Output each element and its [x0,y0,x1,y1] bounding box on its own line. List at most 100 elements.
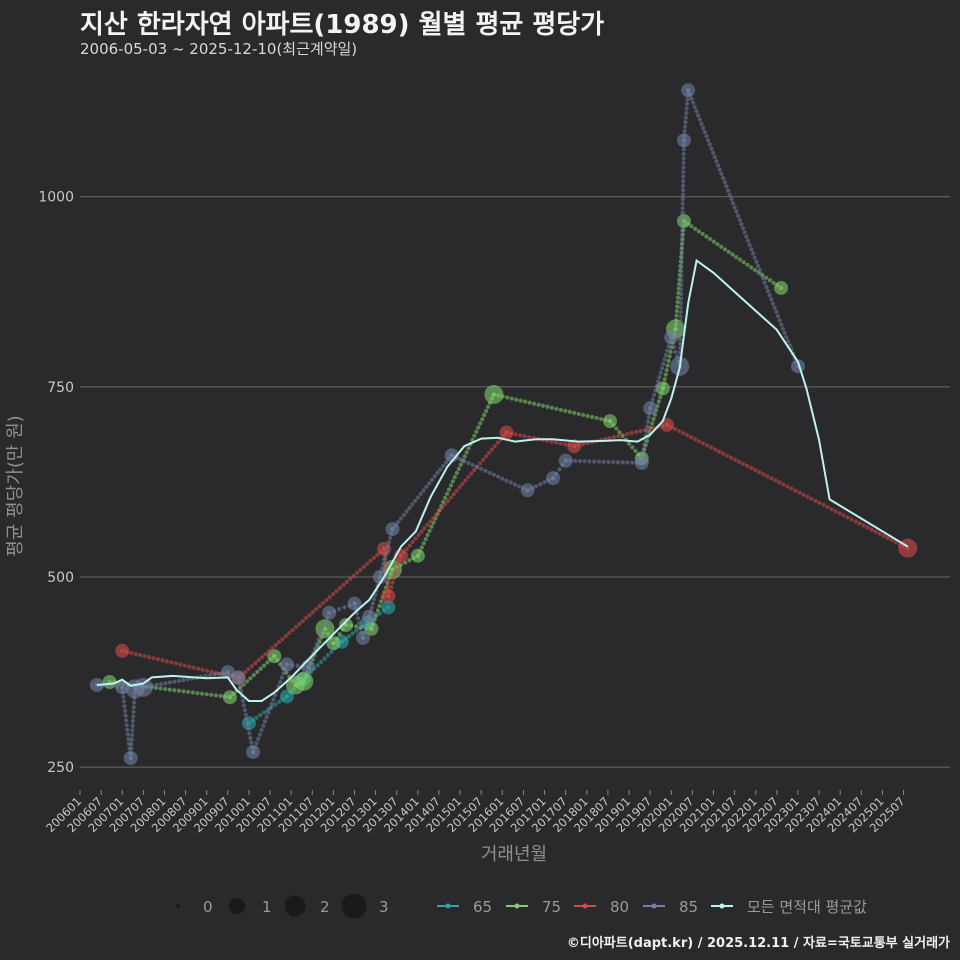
series-80-path-dot [133,651,138,657]
series-80-path-dot [280,636,285,642]
series-85-path-dot [684,106,689,111]
series-80-path-dot [182,663,187,668]
series-85-path-dot [249,740,254,745]
series-85-point [362,609,377,624]
series-85-path-dot [742,230,747,235]
series-80-path-dot [384,579,390,584]
series-85-path-dot [129,732,135,738]
series-80-path-dot [697,439,702,444]
series-85-path-dot [740,226,746,231]
series-75-path-dot [651,416,656,422]
series-80-path-dot [713,447,718,452]
series-75-point [222,690,237,705]
series-80-path-dot [817,500,822,506]
series-75-path-dot [734,254,739,260]
series-75-path-dot [711,239,716,244]
series-85-path-dot [123,713,128,718]
series-75-path-dot [379,599,384,604]
series-85-path-dot [714,159,719,164]
series-80-path-dot [769,476,774,481]
legend-item-4-dot [719,903,725,909]
series-75 [102,214,789,705]
series-85-path-dot [679,287,684,292]
series-85-path-dot [386,540,392,545]
series-75-path-dot [719,244,724,249]
series-75-path-dot [752,267,758,273]
series-85-path-dot [679,282,684,288]
series-85-point [643,401,658,416]
series-85-path-dot [424,484,429,490]
series-85-path-dot [678,305,683,310]
series-80-path-dot [368,558,373,564]
series-75-path-dot [667,354,672,359]
series-85-path-dot [474,464,480,470]
series-75-path-dot [666,358,671,364]
series-85-path-dot [381,561,386,567]
legend-size-2-marker [284,895,306,917]
series-75-point [364,621,379,636]
series-75-path-dot [523,399,528,404]
series-85-path-dot [679,260,684,265]
series-85-path-dot [247,731,252,736]
series-80 [115,417,918,686]
series-75-path-dot [658,395,663,400]
series-75-point [326,636,341,651]
legend-size-3-marker [341,893,367,919]
series-85-path-dot [677,346,683,351]
series-80-path-dot [526,434,532,440]
series-75-path-dot [590,414,595,420]
series-85-path-dot [678,323,683,328]
series-85-point [385,522,400,537]
series-85-path-dot [238,684,243,689]
series-80-path-dot [385,584,390,589]
series-80-path-dot [457,485,462,490]
series-75-path-dot [749,265,754,270]
series-75-path-dot [448,483,454,488]
series-75-path-dot [531,401,537,406]
series-85-point [681,83,696,98]
series-75-path-dot [251,672,256,678]
series-85-point [355,630,370,645]
series-85-path-dot [697,117,702,122]
series-80-path-dot [413,536,418,541]
series-75-path-dot [514,397,519,402]
series-85-path-dot [154,682,159,688]
series-80-path-dot [580,442,586,447]
series-85-path-dot [679,264,684,270]
series-80-path-dot [483,454,489,459]
chart-subtitle: 2006-05-03 ~ 2025-12-10(최근계약일) [80,40,358,58]
series-80-path-dot [164,659,170,664]
series-75-path-dot [767,278,772,283]
series-65-path-dot [325,653,331,658]
series-75-path-dot [186,689,191,695]
series-80-path-dot [300,618,305,624]
series-75-path-dot [209,692,214,697]
series-80-path-dot [684,433,690,438]
series-75-path-dot [474,429,479,434]
series-80-path-dot [486,450,492,456]
series-80-path-dot [249,664,255,669]
series-85-path-dot [427,481,432,486]
series-85-path-dot [683,120,688,125]
series-75-path-dot [704,234,709,239]
series-75-path-dot [656,399,661,404]
series-75-path-dot [594,415,599,421]
series-80-path-dot [837,511,842,516]
series-75-path-dot [480,417,485,422]
series-85-path-dot [421,488,426,493]
series-80-path-dot [259,655,265,660]
series-80-path-dot [761,472,766,477]
series-80-path-dot [709,445,714,450]
series-80-path-dot [805,494,810,499]
series-65-path-dot [329,649,334,654]
series-75-path-dot [482,413,487,418]
series-85-path-dot [462,459,467,464]
series-80-path-dot [489,447,494,452]
series-85-path-dot [470,462,475,468]
series-85-path-dot [163,681,168,686]
series-75-path-dot [707,236,713,242]
series-85-path-dot [384,548,389,553]
series-80-path-dot [785,484,790,489]
series-80-path-dot [396,562,401,567]
series-85-path-dot [279,675,284,680]
